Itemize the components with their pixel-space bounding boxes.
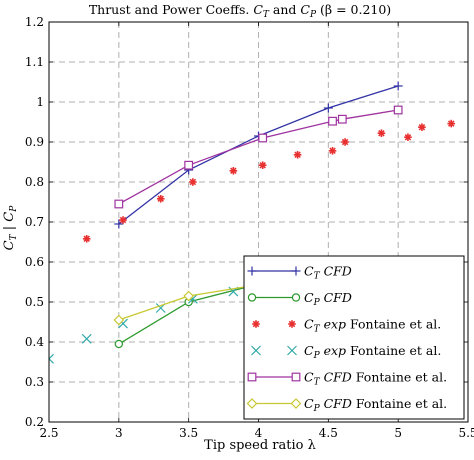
data-point — [82, 235, 91, 243]
data-point — [114, 339, 124, 349]
data-point — [377, 129, 386, 137]
title-ct-sub: T — [263, 10, 270, 20]
legend-marker — [251, 345, 261, 356]
legend-marker — [247, 372, 257, 382]
title-cp-sub: P — [309, 10, 317, 20]
data-point — [293, 151, 302, 159]
chart-title: Thrust and Power Coeffs. CT and CP (β = … — [89, 2, 391, 20]
legend-entry: CP CFD — [247, 290, 352, 308]
legend-marker — [288, 320, 296, 328]
legend-entry: CT CFD — [247, 264, 352, 282]
title-suffix: (β = 0.210) — [316, 2, 391, 17]
ylabel-ct-base: C — [2, 240, 17, 250]
data-point — [393, 81, 403, 91]
data-point — [229, 167, 238, 175]
title-ct-base: C — [253, 2, 263, 17]
ylabel-sep: | — [2, 222, 17, 235]
data-point — [393, 105, 403, 115]
legend-entry: CT CFD Fontaine et al. — [247, 370, 447, 388]
x-tick-label: 4 — [255, 426, 263, 440]
ylabel-ct-sub: T — [9, 233, 19, 240]
ylabel-cp-base: C — [2, 212, 17, 222]
x-tick-label: 2.5 — [39, 426, 58, 440]
legend-marker — [287, 345, 297, 356]
data-point — [258, 133, 268, 143]
y-tick-label: 0.8 — [25, 175, 44, 189]
data-point — [114, 199, 124, 209]
axes — [48, 21, 469, 423]
plot-frame — [48, 21, 469, 423]
y-tick-label: 1.2 — [25, 15, 44, 29]
data-point — [337, 114, 347, 124]
x-tick-label: 5.5 — [458, 426, 474, 440]
data-point — [447, 119, 456, 128]
legend-marker — [291, 293, 301, 302]
legend-entry: CT exp Fontaine et al. — [252, 317, 441, 335]
data-point — [323, 103, 333, 113]
data-point — [183, 290, 195, 302]
legend-label: CP CFD — [304, 290, 352, 308]
x-tick-label: 3 — [115, 426, 123, 440]
x-axis-label: Tip speed ratio λ — [204, 438, 316, 453]
data-point — [418, 123, 426, 131]
data-point — [49, 353, 54, 364]
legend-marker — [290, 398, 302, 409]
title-cp-base: C — [300, 2, 310, 17]
legend-marker — [291, 372, 301, 382]
y-tick-label: 0.7 — [25, 215, 44, 229]
data-point — [189, 178, 197, 186]
data-point — [156, 195, 165, 203]
data-point — [119, 216, 127, 224]
data-point — [113, 314, 125, 326]
y-tick-label: 0.4 — [25, 335, 44, 349]
data-point — [404, 133, 412, 141]
y-tick-label: 0.5 — [25, 295, 44, 309]
data-point — [81, 333, 92, 344]
legend-box — [243, 255, 465, 420]
data-point — [328, 116, 337, 126]
legend-entry: CP CFD Fontaine et al. — [246, 396, 447, 414]
series-2 — [82, 119, 456, 243]
series-4 — [114, 105, 403, 209]
data-point — [114, 219, 124, 229]
legend-label: CP exp Fontaine et al. — [304, 343, 441, 361]
title-and: and — [269, 2, 300, 17]
y-tick-label: 0.6 — [25, 255, 44, 269]
tick-labels: 2.5 3 3.5 4 4.5 5 5.5 0.2 0.3 0.4 0.5 0.6 0.7 0.8 0.9 1… — [25, 15, 474, 440]
legend-label: CT CFD Fontaine et al. — [304, 370, 447, 388]
legend-label: CT exp Fontaine et al. — [304, 317, 441, 335]
data-point — [341, 138, 349, 146]
y-tick-label: 1 — [36, 95, 44, 109]
y-tick-label: 1.1 — [25, 55, 44, 69]
y-tick-label: 0.3 — [25, 375, 44, 389]
legend-label: CT CFD — [304, 264, 352, 282]
legend: CT CFD CP CFD CT exp Fontaine et al. CP exp… — [243, 255, 465, 420]
legend-marker — [252, 320, 260, 328]
title-prefix: Thrust and Power Coeffs. — [89, 2, 254, 17]
data-point — [184, 160, 194, 170]
y-tick-label: 0.9 — [25, 135, 44, 149]
data-point — [258, 161, 267, 169]
ylabel-cp-sub: P — [9, 205, 19, 213]
legend-marker — [291, 266, 301, 276]
legend-marker — [247, 293, 257, 302]
series-line — [118, 109, 399, 205]
legend-marker — [246, 398, 258, 409]
legend-marker — [247, 266, 257, 276]
y-tick-label: 0.2 — [25, 415, 44, 429]
y-axis-label: CT | CP — [2, 205, 19, 251]
data-point — [328, 147, 337, 155]
legend-label: CP CFD Fontaine et al. — [304, 396, 447, 414]
x-tick-label: 5 — [394, 426, 402, 440]
x-tick-label: 3.5 — [179, 426, 198, 440]
x-tick-label: 4.5 — [319, 426, 338, 440]
legend-entry: CP exp Fontaine et al. — [251, 343, 441, 361]
